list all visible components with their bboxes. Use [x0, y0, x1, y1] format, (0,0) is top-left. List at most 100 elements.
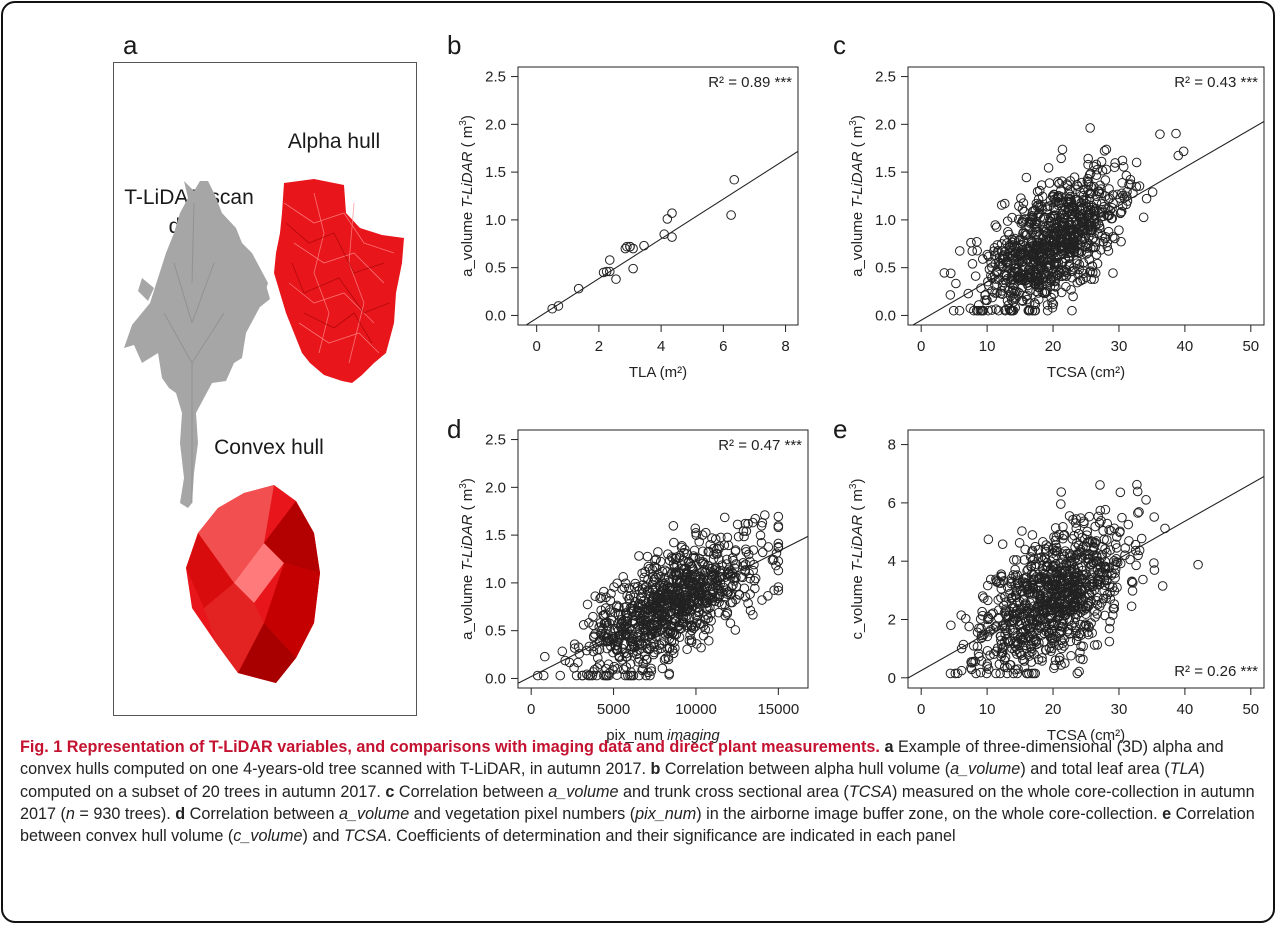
- data-point: [557, 646, 568, 657]
- data-point: [1014, 581, 1025, 591]
- data-point: [1049, 637, 1059, 648]
- data-point: [1041, 562, 1051, 572]
- data-point: [1012, 251, 1023, 262]
- data-point: [1021, 172, 1032, 183]
- data-point: [585, 670, 596, 681]
- data-point: [1065, 556, 1075, 566]
- data-point: [664, 625, 674, 635]
- alpha-hull-label: Alpha hull: [287, 130, 381, 153]
- regression-line: [911, 120, 1264, 325]
- data-point: [991, 222, 1002, 232]
- data-point: [651, 554, 662, 564]
- data-point: [560, 655, 570, 666]
- hull-panel: T-LiDAR scandata Alpha hull Convex hull: [113, 62, 417, 716]
- data-point: [619, 582, 630, 593]
- data-point: [1095, 505, 1106, 516]
- plot-frame: [907, 66, 1265, 326]
- data-point: [611, 274, 621, 284]
- data-point: [1091, 198, 1102, 208]
- data-point: [1038, 537, 1048, 547]
- caption-text-e2: ) and: [302, 827, 344, 846]
- caption-it-c2: TCSA: [848, 782, 892, 801]
- data-point: [1126, 601, 1137, 612]
- caption-it-b2: TLA: [1169, 760, 1200, 779]
- data-point: [757, 595, 767, 605]
- data-point: [1076, 197, 1087, 208]
- data-point: [1064, 243, 1075, 254]
- data-point: [713, 591, 723, 601]
- caption-it-d1: a_volume: [339, 804, 410, 823]
- data-point: [994, 659, 1005, 669]
- data-point: [719, 540, 730, 550]
- data-point: [966, 237, 976, 248]
- regression-line: [908, 475, 1264, 679]
- data-point: [1094, 221, 1105, 231]
- data-point: [1037, 239, 1048, 250]
- data-point: [748, 610, 758, 620]
- data-point: [1056, 604, 1066, 615]
- data-point: [725, 566, 735, 576]
- data-point: [1057, 241, 1067, 252]
- data-point: [688, 551, 699, 561]
- data-point: [1082, 526, 1093, 537]
- data-point: [1077, 214, 1087, 224]
- data-point: [1133, 508, 1143, 518]
- data-point: [644, 563, 655, 574]
- data-point: [1076, 246, 1087, 257]
- data-point: [1033, 264, 1044, 275]
- data-point: [1055, 625, 1066, 636]
- data-point: [1030, 218, 1040, 228]
- data-point: [1031, 219, 1042, 229]
- data-point: [1141, 495, 1151, 505]
- r-squared-label: R² = 0.47 ***: [718, 437, 802, 454]
- caption-it-e2: TCSA: [343, 827, 388, 846]
- data-point: [1054, 192, 1064, 203]
- data-point: [945, 268, 956, 279]
- y-tick-label: 6: [888, 495, 896, 512]
- y-tick-label: 0.5: [875, 260, 896, 277]
- data-point: [1071, 194, 1082, 205]
- data-point: [592, 645, 602, 655]
- data-point: [622, 616, 633, 627]
- data-point: [1064, 252, 1075, 263]
- data-point: [734, 589, 745, 600]
- data-point: [1109, 556, 1119, 566]
- data-point: [985, 574, 996, 585]
- data-point: [1023, 584, 1033, 595]
- data-point: [1098, 211, 1109, 222]
- data-point: [690, 523, 701, 534]
- data-point: [696, 577, 706, 588]
- data-point: [1104, 636, 1115, 647]
- data-point: [599, 610, 609, 620]
- data-point: [1082, 176, 1093, 186]
- data-point: [1059, 240, 1069, 251]
- data-point: [652, 601, 663, 611]
- data-point: [676, 623, 687, 634]
- data-point: [1035, 623, 1046, 634]
- data-point: [642, 551, 653, 562]
- data-point: [1089, 161, 1099, 172]
- data-point: [1088, 181, 1099, 192]
- data-point: [1032, 276, 1043, 287]
- data-point: [1193, 559, 1203, 570]
- data-point: [1046, 292, 1057, 303]
- data-point: [693, 596, 704, 606]
- data-point: [950, 668, 961, 679]
- y-tick-label: 2.0: [485, 116, 506, 133]
- data-point: [1102, 237, 1113, 248]
- data-point: [1071, 635, 1082, 646]
- data-point: [592, 663, 603, 673]
- data-point: [632, 646, 642, 656]
- data-point: [1132, 486, 1143, 497]
- caption-it-e1: c_volume: [233, 827, 303, 846]
- data-point: [1076, 547, 1086, 557]
- data-point: [1037, 191, 1048, 202]
- caption-title: Representation of T-LiDAR variables, and…: [66, 738, 880, 756]
- data-point: [1054, 603, 1065, 614]
- data-point: [1027, 305, 1038, 316]
- data-point: [1173, 150, 1184, 161]
- data-point: [1054, 606, 1065, 617]
- data-point: [1064, 511, 1075, 521]
- data-point: [627, 636, 638, 647]
- data-point: [991, 266, 1002, 276]
